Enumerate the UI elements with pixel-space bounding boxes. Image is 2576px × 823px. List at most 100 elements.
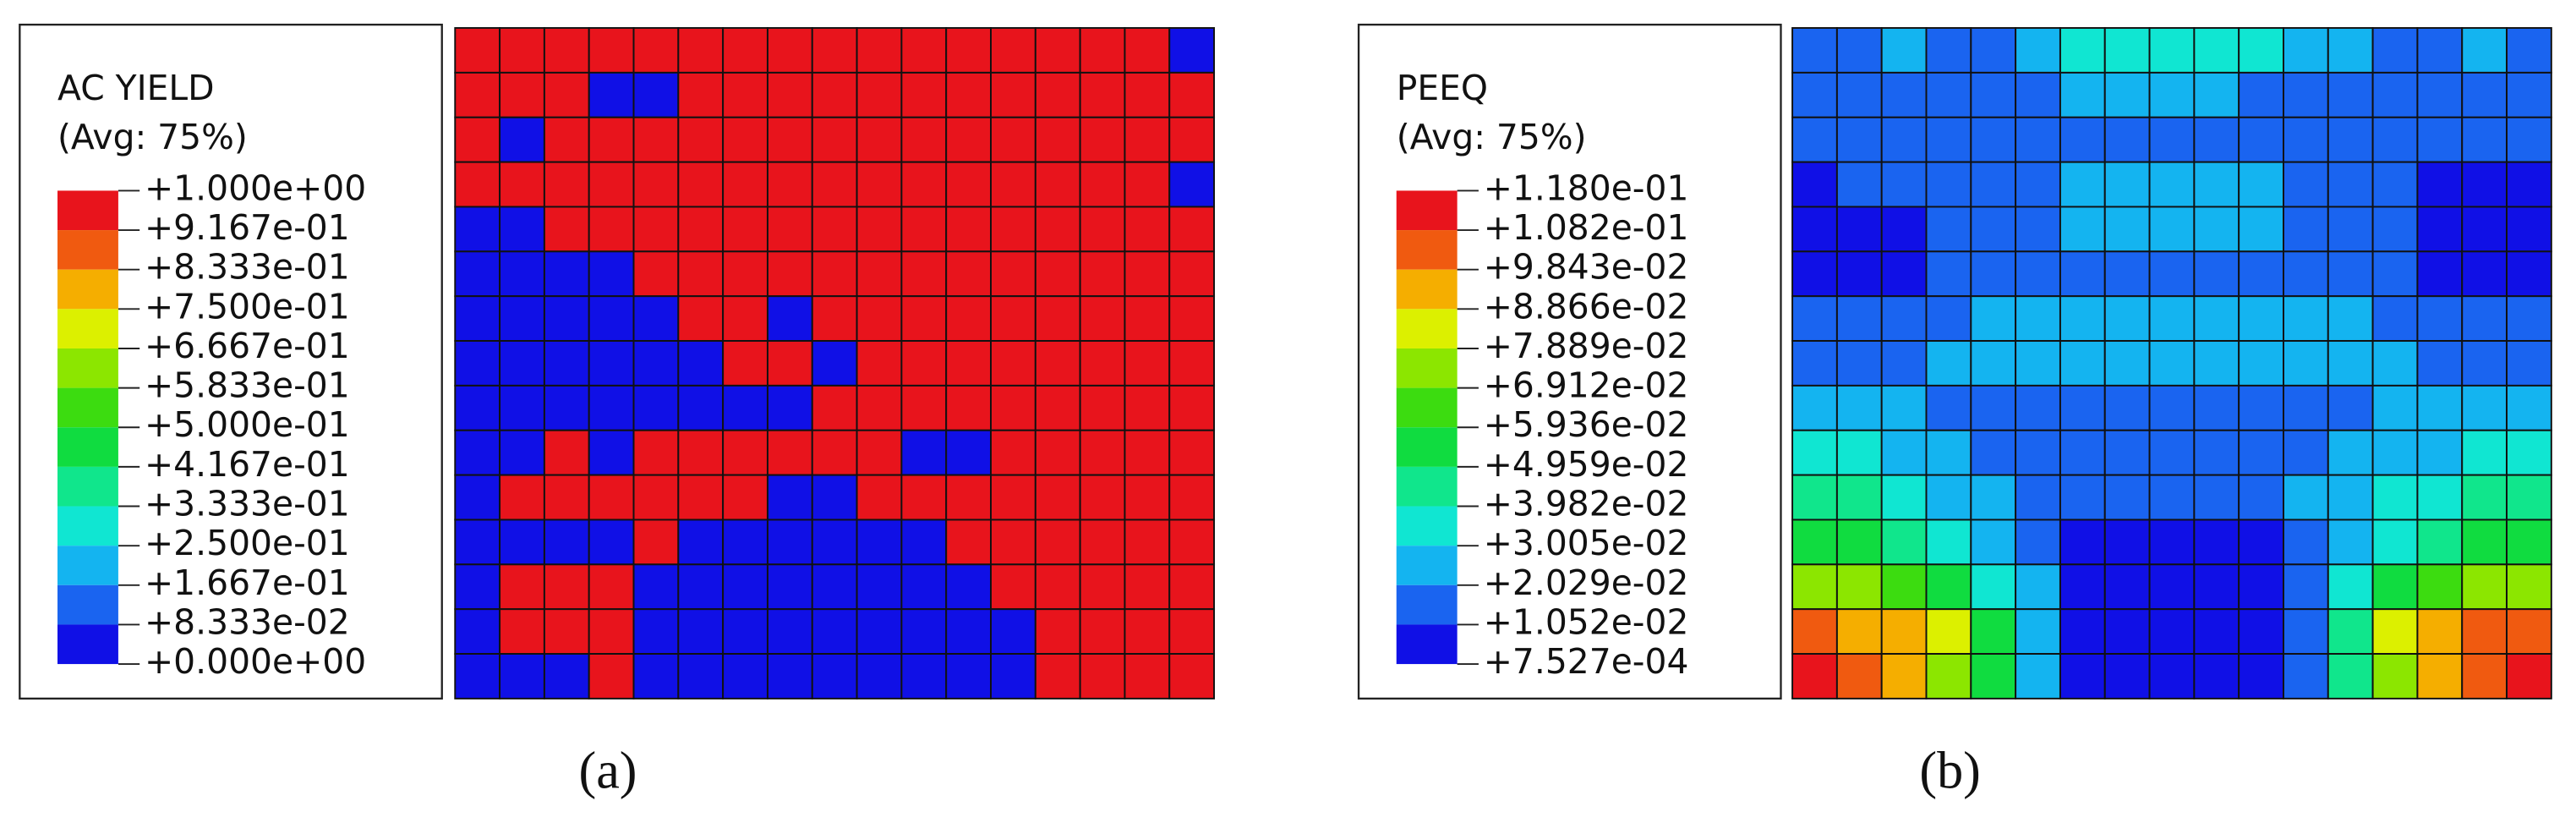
mesh-cell [454, 340, 501, 387]
mesh-cell [543, 608, 590, 656]
mesh-cell [2015, 429, 2061, 476]
mesh-cell [632, 384, 680, 431]
mesh-cell [499, 608, 545, 656]
mesh-cell [543, 116, 590, 163]
legend-title: AC YIELD [57, 68, 215, 108]
mesh-cell [2238, 340, 2284, 387]
mesh-cell [2193, 250, 2240, 298]
mesh-cell [900, 116, 948, 163]
mesh-cell [499, 340, 545, 387]
mesh-cell [1880, 518, 1928, 566]
mesh-cell [2283, 474, 2329, 521]
mesh-cell [2506, 27, 2552, 74]
mesh-cell [2015, 384, 2061, 431]
mesh-cell [2506, 653, 2552, 700]
mesh-cell [1791, 27, 1838, 74]
mesh-cell [1880, 653, 1928, 700]
mesh-cell [1079, 384, 1126, 431]
mesh-cell [1970, 250, 2017, 298]
mesh-cell [588, 518, 635, 566]
mesh-cell [2103, 206, 2151, 253]
mesh-cell [2059, 71, 2106, 118]
mesh-cell [2193, 608, 2240, 656]
mesh-cell [2015, 116, 2061, 163]
mesh-cell [543, 71, 590, 118]
mesh-cell [1970, 116, 2017, 163]
mesh-cell [2015, 653, 2061, 700]
mesh-cell [990, 384, 1036, 431]
mesh-cell [2015, 161, 2061, 208]
mesh-cell [1034, 295, 1081, 343]
legend-swatch [1396, 309, 1458, 348]
legend-swatch [57, 190, 118, 231]
mesh-cell [900, 250, 948, 298]
mesh-cell [1925, 295, 1972, 343]
mesh-cell [677, 295, 725, 343]
mesh-cell [2416, 206, 2464, 253]
mesh-cell [2015, 295, 2061, 343]
legend-label: +0.000e+00 [145, 641, 366, 682]
mesh-cell [1168, 116, 1216, 163]
mesh-cell [1079, 71, 1126, 118]
mesh-cell [900, 71, 948, 118]
mesh-cell [900, 384, 948, 431]
mesh-cell [1079, 653, 1126, 700]
mesh-cell [632, 429, 680, 476]
mesh-cell [722, 563, 768, 611]
mesh-cell [900, 206, 948, 253]
mesh-cell [811, 518, 858, 566]
mesh-cell [1880, 250, 1928, 298]
mesh-cell [2238, 429, 2284, 476]
mesh-cell [1168, 429, 1216, 476]
mesh-cell [1925, 384, 1972, 431]
mesh-cell [1124, 250, 1171, 298]
mesh-cell [811, 295, 858, 343]
mesh-cell [543, 161, 590, 208]
mesh-cell [2416, 518, 2464, 566]
mesh-cell [1880, 384, 1928, 431]
mesh-cell [1835, 653, 1883, 700]
mesh-cell [454, 518, 501, 566]
mesh-cell [1880, 429, 1928, 476]
mesh-cell [1079, 116, 1126, 163]
mesh-cell [722, 608, 768, 656]
mesh-cell [1034, 71, 1081, 118]
mesh-cell [2103, 518, 2151, 566]
legend-swatch [57, 584, 118, 625]
mesh-cell [2148, 295, 2196, 343]
mesh-cell [2371, 295, 2419, 343]
mesh-cell [990, 71, 1036, 118]
mesh-cell [1835, 608, 1883, 656]
mesh-cell [2416, 295, 2464, 343]
mesh-cell [2059, 250, 2106, 298]
mesh-cell [722, 71, 768, 118]
mesh-cell [766, 71, 813, 118]
mesh-cell [1880, 608, 1928, 656]
legend-swatch [57, 546, 118, 585]
mesh-cell [2461, 116, 2508, 163]
mesh-cell [1124, 116, 1171, 163]
mesh-cell [2371, 206, 2419, 253]
mesh-cell [2103, 429, 2151, 476]
mesh-cell [2148, 474, 2196, 521]
mesh-cell [632, 250, 680, 298]
mesh-cell [2506, 384, 2552, 431]
mesh-cell [2148, 608, 2196, 656]
mesh-cell [499, 563, 545, 611]
mesh-cell [2461, 340, 2508, 387]
mesh-cell [1925, 608, 1972, 656]
mesh-cell [1168, 206, 1216, 253]
mesh-cell [677, 161, 725, 208]
mesh-cell [1034, 250, 1081, 298]
mesh-cell [543, 563, 590, 611]
legend-swatch [1396, 506, 1458, 546]
mesh-cell [2327, 116, 2374, 163]
mesh-cell [677, 27, 725, 74]
mesh-cell [722, 384, 768, 431]
mesh-cell [2103, 250, 2151, 298]
mesh-cell [2059, 518, 2106, 566]
mesh-cell [1925, 116, 1972, 163]
mesh-cell [722, 474, 768, 521]
mesh-cell [1034, 518, 1081, 566]
